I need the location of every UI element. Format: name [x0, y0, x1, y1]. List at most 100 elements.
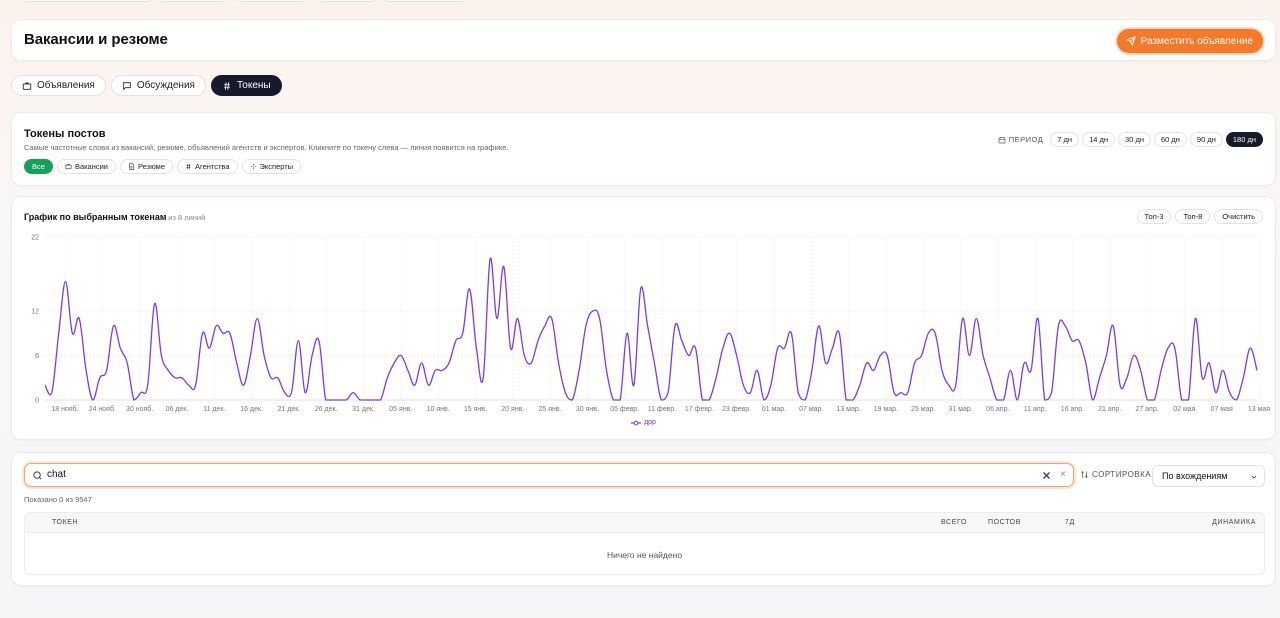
x-tick-label: 06 апр. [986, 406, 1009, 413]
x-tick-label: 23 февр. [722, 406, 751, 413]
send-icon [1126, 36, 1136, 46]
legend-line-icon [631, 420, 642, 425]
sort-select-value: По вхождениям [1162, 471, 1228, 481]
clear-button[interactable]: Очистить [1214, 209, 1263, 224]
filter-all[interactable]: Все [24, 159, 53, 174]
period-14d[interactable]: 14 дн [1082, 132, 1116, 147]
token-line-chart: 0 6 12 22 18 нояб. 24 нояб. 30 нояб. 06 дек. 11 … [31, 235, 1270, 414]
x-tick-label: 15 янв. [464, 406, 487, 413]
briefcase-icon [22, 82, 32, 90]
tokens-table: ТОКЕН ВСЕГО ПОСТОВ 7Д ДИНАМИКА Ничего не… [24, 512, 1265, 575]
period-90d[interactable]: 90 дн [1189, 132, 1223, 147]
y-tick-label: 12 [31, 309, 39, 316]
tab-tokens-label: Токены [236, 80, 271, 91]
period-30d[interactable]: 30 дн [1118, 132, 1151, 147]
calendar-icon [998, 136, 1006, 143]
top8-button[interactable]: Топ-8 [1175, 209, 1211, 224]
chart-title: График по выбранным токенам [24, 212, 167, 222]
chart-buttons: Топ-3 Топ-8 Очистить [1136, 209, 1263, 224]
x-tick-label: 11 февр. [648, 406, 676, 413]
period-label: ПЕРИОД [998, 135, 1044, 144]
tab-discussions-label: Обсуждения [136, 80, 195, 91]
col-token[interactable]: ТОКЕН [52, 519, 79, 526]
x-tick-label: 07 мар. [799, 406, 823, 413]
col-7d[interactable]: 7Д [1065, 519, 1075, 526]
x-tick-label: 18 нояб. [51, 405, 78, 413]
token-search-input[interactable]: chat × [24, 463, 1074, 487]
tokens-card: Токены постов Самые частотные слова из в… [11, 112, 1276, 186]
results-count: Показано 0 из 9547 [24, 495, 92, 504]
top3-button[interactable]: Топ-3 [1136, 209, 1172, 224]
x-tick-label: 05 февр. [610, 406, 639, 413]
x-tick-label: 26 дек. [315, 406, 338, 413]
sort-select[interactable]: По вхождениям [1152, 465, 1265, 487]
x-tick-label: 31 мар. [948, 406, 972, 413]
x-tick-label: 20 янв. [501, 406, 524, 413]
col-total[interactable]: ВСЕГО [941, 519, 968, 526]
period-selector: ПЕРИОД 7 дн 14 дн 30 дн 60 дн 90 дн 180 … [998, 132, 1263, 147]
x-tick-label: 10 янв. [427, 406, 450, 413]
x-tick-label: 13 мая [1248, 406, 1270, 413]
hash-icon [186, 163, 191, 170]
filter-agencies[interactable]: Агентства [177, 159, 238, 174]
clear-search-icon[interactable] [1042, 471, 1051, 480]
hash-icon [224, 81, 230, 90]
post-ad-button[interactable]: Разместить объявление [1116, 29, 1263, 53]
empty-state: Ничего не найдено [606, 550, 683, 560]
x-tick-label: 16 апр. [1061, 406, 1084, 413]
chart-card: График по выбранным токенам 1 из 8 линий… [11, 196, 1276, 440]
x-tick-label: 17 февр. [685, 406, 714, 413]
y-tick-label: 6 [35, 353, 39, 360]
tab-tokens[interactable]: Токены [210, 75, 282, 96]
period-7d[interactable]: 7 дн [1050, 132, 1080, 147]
x-tick-label: 25 янв. [539, 406, 562, 413]
sort-icon [1081, 470, 1088, 479]
top-nav-strip [0, 0, 1280, 6]
filter-vacancies[interactable]: Вакансии [56, 159, 116, 174]
y-tick-label: 0 [35, 398, 39, 405]
x-tick-label: 11 дек. [203, 406, 225, 413]
filter-resumes[interactable]: Резюме [120, 159, 173, 174]
sparkle-icon [250, 163, 256, 170]
main-tabs: Объявления Обсуждения Токены [11, 75, 282, 96]
chart-legend[interactable]: дрр [12, 419, 1275, 426]
period-60d[interactable]: 60 дн [1153, 132, 1187, 147]
period-label-text: ПЕРИОД [1008, 135, 1044, 144]
message-icon [123, 81, 131, 90]
table-header: ТОКЕН ВСЕГО ПОСТОВ 7Д ДИНАМИКА [25, 513, 1264, 533]
x-tick-label: 30 нояб. [126, 405, 153, 413]
x-tick-label: 31 дек. [352, 406, 375, 413]
tab-ads[interactable]: Объявления [11, 75, 106, 96]
filter-experts-label: Эксперты [259, 162, 294, 171]
tab-discussions[interactable]: Обсуждения [110, 75, 206, 96]
x-tick-label: 01 мар. [762, 406, 786, 413]
tokens-subtitle: Самые частотные слова из вакансий, резюм… [24, 143, 509, 152]
sort-label-text: СОРТИРОВКА [1092, 470, 1152, 479]
filter-experts[interactable]: Эксперты [241, 159, 302, 174]
x-tick-label: 24 нояб. [89, 405, 116, 413]
filter-agencies-label: Агентства [195, 162, 230, 171]
token-search-card: chat × СОРТИРОВКА По вхождениям Показано… [11, 452, 1276, 586]
col-posts[interactable]: ПОСТОВ [988, 519, 1021, 526]
x-tick-label: 11 апр. [1024, 406, 1047, 413]
close-icon[interactable]: × [1060, 469, 1066, 480]
filter-vacancies-label: Вакансии [74, 162, 108, 171]
briefcase-icon [65, 164, 72, 170]
x-tick-label: 21 апр. [1098, 406, 1121, 413]
x-tick-label: 13 мар. [836, 406, 860, 413]
sort-label: СОРТИРОВКА [1080, 470, 1151, 479]
tokens-title: Токены постов [24, 128, 106, 140]
period-180d[interactable]: 180 дн [1225, 132, 1263, 147]
x-tick-label: 25 мар. [911, 406, 935, 413]
chart-line-count: 1 из 8 линий [162, 213, 206, 222]
page-header: Вакансии и резюме Разместить объявление [11, 19, 1276, 61]
x-tick-label: 16 дек. [240, 406, 263, 413]
filter-resumes-label: Резюме [138, 162, 165, 171]
tab-ads-label: Объявления [37, 80, 95, 91]
chevron-down-icon [1251, 475, 1257, 479]
x-tick-label: 30 янв. [576, 406, 599, 413]
y-tick-label: 22 [31, 235, 39, 242]
col-dynamics[interactable]: ДИНАМИКА [1212, 519, 1256, 526]
document-icon [129, 163, 135, 170]
legend-series-name: дрр [644, 419, 656, 426]
